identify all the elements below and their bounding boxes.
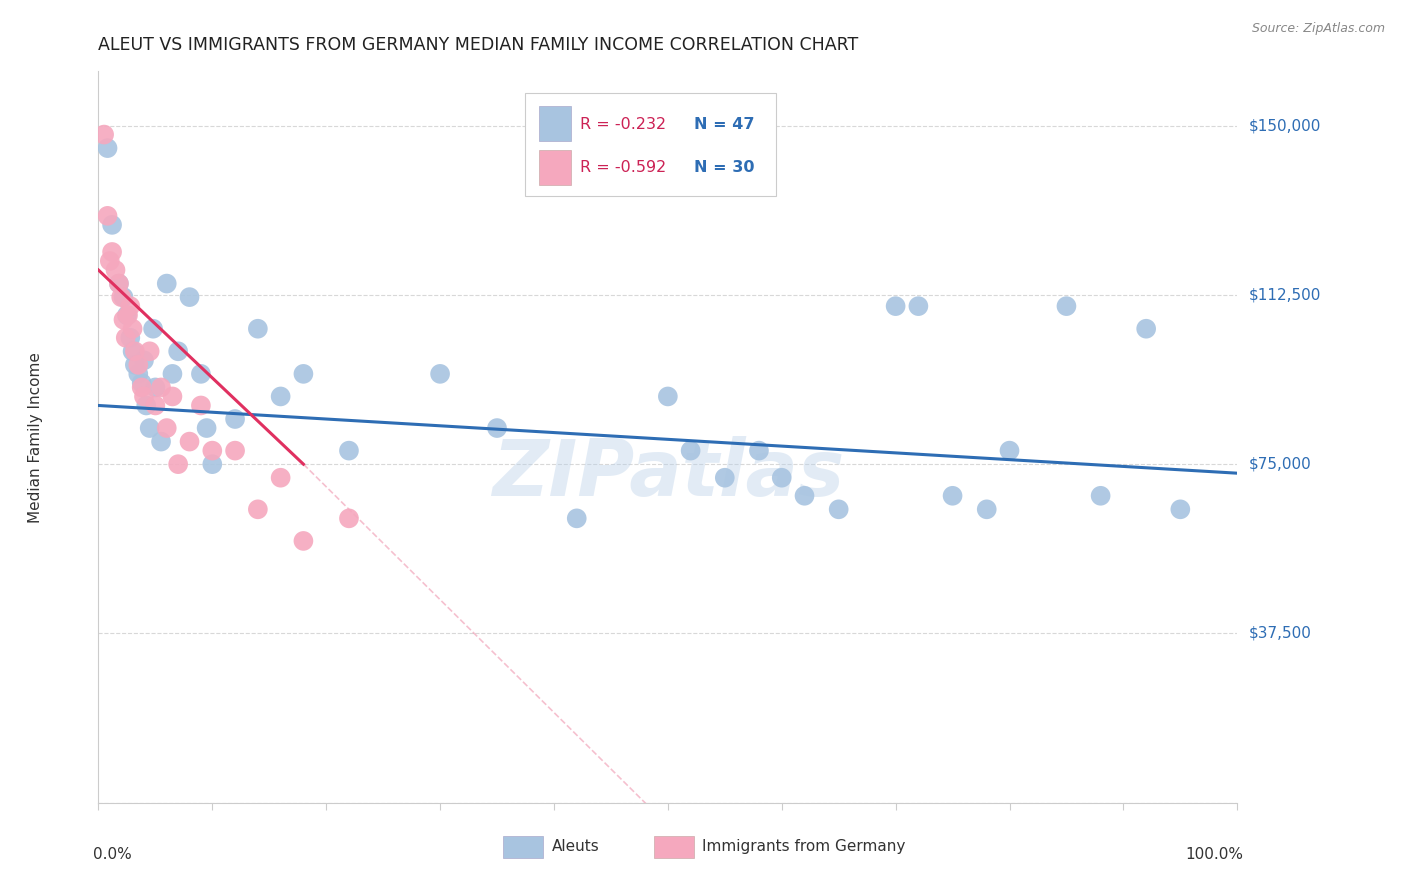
Point <box>112 312 135 326</box>
Point <box>131 380 153 394</box>
Point <box>828 502 851 516</box>
Point <box>150 380 173 394</box>
Text: R = -0.232: R = -0.232 <box>581 117 666 131</box>
Point <box>93 128 115 142</box>
Text: $75,000: $75,000 <box>1249 457 1312 472</box>
Point <box>337 443 360 458</box>
Point <box>1135 322 1157 336</box>
Point <box>108 277 131 291</box>
Point <box>748 443 770 458</box>
Point <box>167 344 190 359</box>
Point <box>108 277 131 291</box>
Text: 100.0%: 100.0% <box>1185 847 1243 862</box>
Point <box>96 209 118 223</box>
Point <box>907 299 929 313</box>
Point <box>101 218 124 232</box>
Point <box>162 367 184 381</box>
Point <box>135 399 157 413</box>
Text: ZIPatlas: ZIPatlas <box>492 435 844 512</box>
Point <box>120 331 142 345</box>
Text: N = 47: N = 47 <box>695 117 755 131</box>
Point <box>1170 502 1192 516</box>
Point <box>1090 489 1112 503</box>
Point <box>714 471 737 485</box>
Point <box>998 443 1021 458</box>
Point <box>246 502 269 516</box>
Text: Aleuts: Aleuts <box>551 839 599 855</box>
Point <box>98 254 121 268</box>
Point <box>124 358 146 372</box>
Point <box>292 367 315 381</box>
Point <box>117 308 139 322</box>
Point <box>138 421 160 435</box>
Text: $37,500: $37,500 <box>1249 626 1312 641</box>
Point <box>195 421 218 435</box>
Text: ALEUT VS IMMIGRANTS FROM GERMANY MEDIAN FAMILY INCOME CORRELATION CHART: ALEUT VS IMMIGRANTS FROM GERMANY MEDIAN … <box>98 36 859 54</box>
Bar <box>538 150 571 185</box>
FancyBboxPatch shape <box>526 94 776 195</box>
Text: Source: ZipAtlas.com: Source: ZipAtlas.com <box>1251 22 1385 36</box>
Point <box>132 353 155 368</box>
Point <box>224 412 246 426</box>
Point <box>127 358 149 372</box>
Text: Median Family Income: Median Family Income <box>28 351 44 523</box>
Point <box>224 443 246 458</box>
Text: $150,000: $150,000 <box>1249 118 1320 133</box>
Point <box>131 376 153 390</box>
Point <box>337 511 360 525</box>
Point <box>201 457 224 471</box>
Point <box>96 141 118 155</box>
Point <box>679 443 702 458</box>
Point <box>120 299 142 313</box>
Point <box>884 299 907 313</box>
Point <box>976 502 998 516</box>
Text: R = -0.592: R = -0.592 <box>581 161 666 176</box>
Point <box>942 489 965 503</box>
Point <box>145 380 167 394</box>
Point <box>190 399 212 413</box>
Point <box>162 389 184 403</box>
Point <box>793 489 815 503</box>
Point <box>124 344 146 359</box>
Point <box>127 367 149 381</box>
Point <box>112 290 135 304</box>
Text: 0.0%: 0.0% <box>93 847 132 862</box>
Point <box>246 322 269 336</box>
Point <box>770 471 793 485</box>
Point <box>190 367 212 381</box>
Bar <box>654 836 695 858</box>
Point <box>156 421 179 435</box>
Point <box>292 533 315 548</box>
Point <box>565 511 588 525</box>
Point <box>1054 299 1078 313</box>
Point <box>486 421 509 435</box>
Point <box>429 367 451 381</box>
Point <box>104 263 127 277</box>
Point <box>110 290 132 304</box>
Bar <box>503 836 543 858</box>
Point <box>156 277 179 291</box>
Point <box>150 434 173 449</box>
Point <box>115 308 138 322</box>
Bar <box>538 106 571 141</box>
Point <box>114 331 136 345</box>
Point <box>145 399 167 413</box>
Point <box>121 322 143 336</box>
Point <box>121 344 143 359</box>
Point <box>101 244 124 259</box>
Point <box>270 471 292 485</box>
Text: Immigrants from Germany: Immigrants from Germany <box>702 839 905 855</box>
Point <box>142 322 165 336</box>
Point <box>657 389 679 403</box>
Point <box>138 344 160 359</box>
Point <box>270 389 292 403</box>
Point <box>132 389 155 403</box>
Text: $112,500: $112,500 <box>1249 287 1320 302</box>
Point <box>201 443 224 458</box>
Point <box>179 290 201 304</box>
Text: N = 30: N = 30 <box>695 161 755 176</box>
Point <box>167 457 190 471</box>
Point <box>179 434 201 449</box>
